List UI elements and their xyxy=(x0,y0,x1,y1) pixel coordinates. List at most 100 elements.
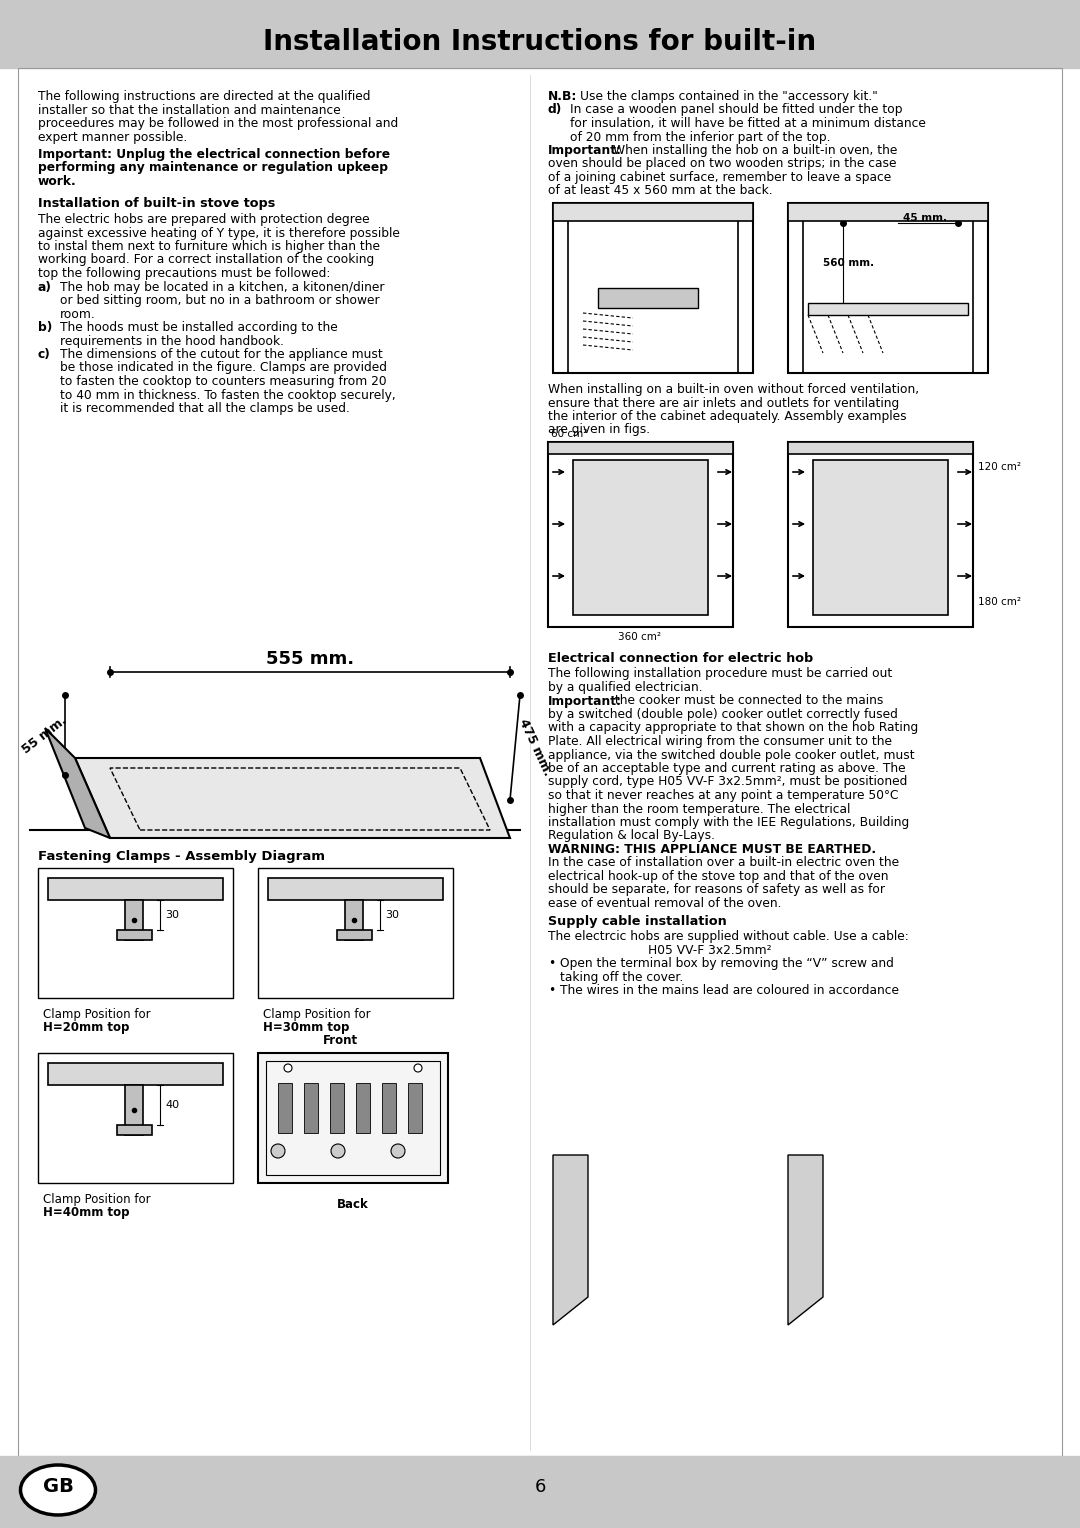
Bar xyxy=(303,1083,318,1132)
Bar xyxy=(337,931,372,940)
Circle shape xyxy=(271,1144,285,1158)
Bar xyxy=(356,1083,370,1132)
Text: 560 mm.: 560 mm. xyxy=(823,258,874,267)
Text: Important:: Important: xyxy=(548,144,622,157)
Text: Important:: Important: xyxy=(548,695,622,707)
Bar xyxy=(808,303,968,315)
Bar xyxy=(788,203,988,222)
Text: Important: Unplug the electrical connection before: Important: Unplug the electrical connect… xyxy=(38,148,390,160)
Bar xyxy=(330,1083,345,1132)
Text: Open the terminal box by removing the “V” screw and: Open the terminal box by removing the “V… xyxy=(561,957,894,970)
Text: Fastening Clamps - Assembly Diagram: Fastening Clamps - Assembly Diagram xyxy=(38,850,325,863)
Text: a): a) xyxy=(38,281,52,293)
Circle shape xyxy=(284,1063,292,1073)
Circle shape xyxy=(414,1063,422,1073)
Text: 555 mm.: 555 mm. xyxy=(266,649,354,668)
Text: Installation of built-in stove tops: Installation of built-in stove tops xyxy=(38,197,275,209)
Text: of a joining cabinet surface, remember to leave a space: of a joining cabinet surface, remember t… xyxy=(548,171,891,183)
Text: to fasten the cooktop to counters measuring from 20: to fasten the cooktop to counters measur… xyxy=(60,374,387,388)
Polygon shape xyxy=(553,1155,588,1325)
Text: 475 mm.: 475 mm. xyxy=(516,717,554,778)
Text: The following instructions are directed at the qualified: The following instructions are directed … xyxy=(38,90,370,102)
Text: d): d) xyxy=(548,104,563,116)
Text: Clamp Position for: Clamp Position for xyxy=(43,1193,150,1206)
Polygon shape xyxy=(788,1155,823,1325)
Polygon shape xyxy=(45,727,110,837)
Text: requirements in the hood handbook.: requirements in the hood handbook. xyxy=(60,335,284,347)
Text: 30: 30 xyxy=(384,911,399,920)
Text: •: • xyxy=(548,984,555,996)
Bar xyxy=(345,900,363,940)
Bar xyxy=(553,203,753,222)
Bar xyxy=(573,460,708,614)
Text: top the following precautions must be followed:: top the following precautions must be fo… xyxy=(38,267,330,280)
Text: The following installation procedure must be carried out: The following installation procedure mus… xyxy=(548,668,892,680)
Text: 180 cm²: 180 cm² xyxy=(978,597,1021,607)
Text: higher than the room temperature. The electrical: higher than the room temperature. The el… xyxy=(548,802,850,816)
Text: Supply cable installation: Supply cable installation xyxy=(548,914,727,927)
Text: for insulation, it will have be fitted at a minimum distance: for insulation, it will have be fitted a… xyxy=(570,118,926,130)
Bar xyxy=(408,1083,422,1132)
Text: 60 cm²: 60 cm² xyxy=(551,429,588,439)
Text: WARNING: THIS APPLIANCE MUST BE EARTHED.: WARNING: THIS APPLIANCE MUST BE EARTHED. xyxy=(548,843,876,856)
Text: 45 mm.: 45 mm. xyxy=(903,212,947,223)
Text: are given in figs.: are given in figs. xyxy=(548,423,650,437)
Text: Front: Front xyxy=(323,1034,359,1047)
Text: be those indicated in the figure. Clamps are provided: be those indicated in the figure. Clamps… xyxy=(60,362,387,374)
Bar xyxy=(38,868,233,998)
Text: to instal them next to furniture which is higher than the: to instal them next to furniture which i… xyxy=(38,240,380,254)
Bar xyxy=(117,931,152,940)
Text: N.B:: N.B: xyxy=(548,90,578,102)
Text: Use the clamps contained in the "accessory kit.": Use the clamps contained in the "accesso… xyxy=(580,90,878,102)
Bar xyxy=(266,1060,440,1175)
Text: Clamp Position for: Clamp Position for xyxy=(264,1008,370,1021)
Text: H05 VV-F 3x2.5mm²: H05 VV-F 3x2.5mm² xyxy=(648,943,771,957)
Bar xyxy=(813,460,948,614)
Text: The electric hobs are prepared with protection degree: The electric hobs are prepared with prot… xyxy=(38,212,369,226)
Text: c): c) xyxy=(38,348,51,361)
Text: The wires in the mains lead are coloured in accordance: The wires in the mains lead are coloured… xyxy=(561,984,899,996)
Circle shape xyxy=(330,1144,345,1158)
Text: Clamp Position for: Clamp Position for xyxy=(43,1008,150,1021)
Bar xyxy=(548,442,733,626)
Text: electrical hook-up of the stove top and that of the oven: electrical hook-up of the stove top and … xyxy=(548,869,889,883)
Text: The hoods must be installed according to the: The hoods must be installed according to… xyxy=(60,321,338,335)
Bar xyxy=(788,203,988,373)
Bar xyxy=(382,1083,396,1132)
Polygon shape xyxy=(75,758,510,837)
Text: expert manner possible.: expert manner possible. xyxy=(38,130,187,144)
Bar xyxy=(553,203,753,373)
Circle shape xyxy=(391,1144,405,1158)
Text: working board. For a correct installation of the cooking: working board. For a correct installatio… xyxy=(38,254,375,266)
Text: supply cord, type H05 VV-F 3x2.5mm², must be positioned: supply cord, type H05 VV-F 3x2.5mm², mus… xyxy=(548,776,907,788)
Text: In case a wooden panel should be fitted under the top: In case a wooden panel should be fitted … xyxy=(570,104,903,116)
Bar xyxy=(788,442,973,454)
Text: by a switched (double pole) cooker outlet correctly fused: by a switched (double pole) cooker outle… xyxy=(548,707,897,721)
Bar xyxy=(548,442,733,454)
Text: When installing on a built-in oven without forced ventilation,: When installing on a built-in oven witho… xyxy=(548,384,919,396)
Text: room.: room. xyxy=(60,307,96,321)
Text: of 20 mm from the inferior part of the top.: of 20 mm from the inferior part of the t… xyxy=(570,130,831,144)
Bar xyxy=(48,1063,222,1085)
Bar xyxy=(788,442,973,626)
Bar xyxy=(268,879,443,900)
Text: installation must comply with the IEE Regulations, Building: installation must comply with the IEE Re… xyxy=(548,816,909,830)
Text: it is recommended that all the clamps be used.: it is recommended that all the clamps be… xyxy=(60,402,350,416)
Text: work.: work. xyxy=(38,176,77,188)
Text: Back: Back xyxy=(337,1198,369,1212)
Bar xyxy=(48,879,222,900)
Bar xyxy=(258,868,453,998)
Text: the interior of the cabinet adequately. Assembly examples: the interior of the cabinet adequately. … xyxy=(548,410,906,423)
Text: Plate. All electrical wiring from the consumer unit to the: Plate. All electrical wiring from the co… xyxy=(548,735,892,749)
Text: oven should be placed on two wooden strips; in the case: oven should be placed on two wooden stri… xyxy=(548,157,896,171)
Bar xyxy=(125,900,143,940)
Text: ensure that there are air inlets and outlets for ventilating: ensure that there are air inlets and out… xyxy=(548,396,900,410)
Text: H=30mm top: H=30mm top xyxy=(264,1021,349,1034)
Bar xyxy=(0,1456,1080,1528)
Text: the cooker must be connected to the mains: the cooker must be connected to the main… xyxy=(611,695,883,707)
Bar xyxy=(38,1053,233,1183)
Bar xyxy=(258,1053,448,1183)
Text: •: • xyxy=(548,957,555,970)
Text: H=40mm top: H=40mm top xyxy=(43,1206,130,1219)
Text: 120 cm²: 120 cm² xyxy=(978,461,1021,472)
